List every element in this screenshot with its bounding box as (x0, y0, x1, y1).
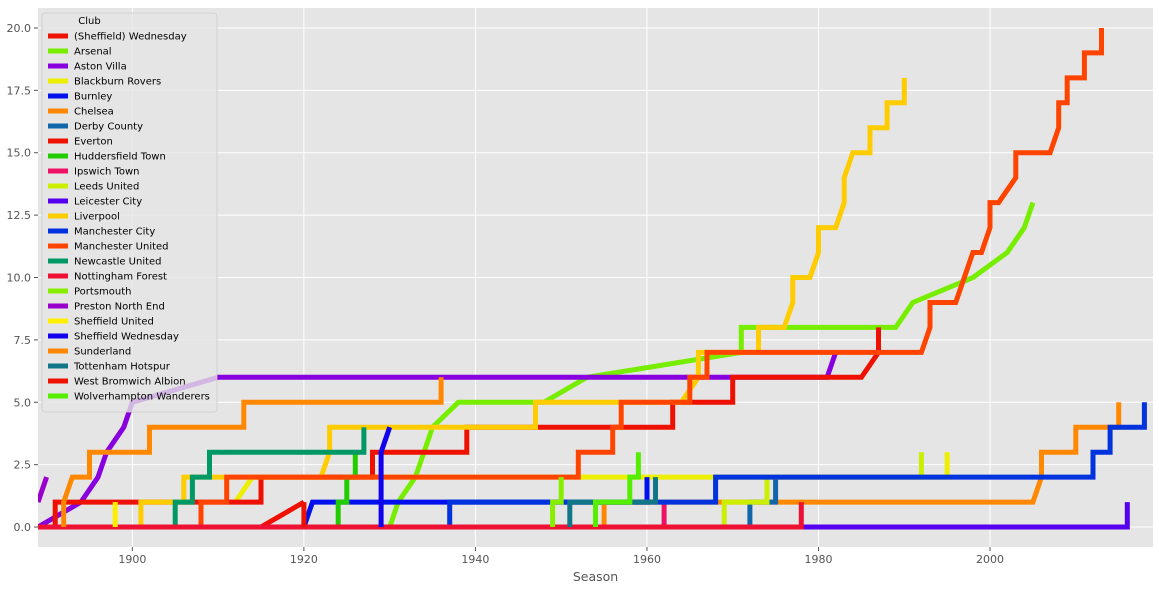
legend-label: (Sheffield) Wednesday (74, 32, 187, 43)
y-tick-label: 10.0 (7, 272, 32, 285)
series-line-1 (387, 201, 1036, 528)
legend-label: Leicester City (74, 197, 142, 208)
legend-label: Manchester United (74, 242, 169, 253)
series-line-12 (138, 77, 907, 527)
legend-label: West Bromwich Albion (74, 377, 186, 388)
axes: 1900 1920 1940 1960 1980 2000 0.0 2.5 5.0 7.5 10.0… (7, 22, 1005, 566)
legend-label: Arsenal (74, 47, 112, 58)
y-tick-label: 20.0 (7, 22, 32, 35)
series-line-15 (172, 427, 367, 527)
x-tick-label: 1980 (805, 553, 833, 566)
series-line-8 (335, 452, 358, 527)
y-tick-label: 17.5 (7, 84, 32, 97)
series-line-0 (259, 499, 306, 530)
series-line-18 (38, 476, 49, 503)
legend-title: Club (78, 16, 100, 27)
legend-label: Manchester City (74, 227, 155, 238)
legend-label: Sheffield United (74, 317, 154, 328)
x-tick-label: 1920 (290, 553, 318, 566)
x-tick-label: 1960 (633, 553, 661, 566)
legend-label: Newcastle United (74, 257, 162, 268)
legend-label: Sheffield Wednesday (74, 332, 179, 343)
series-line-2 (38, 351, 839, 530)
series-line-16 (38, 502, 804, 530)
series-line-21 (61, 377, 444, 527)
legend-label: Tottenham Hotspur (73, 362, 171, 373)
y-tick-label: 12.5 (7, 209, 32, 222)
y-tick-label: 7.5 (14, 334, 32, 347)
legend: Club (Sheffield) Wednesday Arsenal Aston Vi… (41, 12, 218, 413)
series-line-20 (378, 426, 393, 527)
series-layer (38, 28, 1147, 530)
series-line-17 (550, 477, 564, 527)
legend-label: Aston Villa (74, 62, 127, 73)
series-line-24 (593, 452, 641, 527)
x-tick-label: 1900 (118, 553, 146, 566)
series-line-10 (721, 452, 924, 527)
legend-label: Blackburn Rovers (74, 77, 161, 88)
legend-label: Everton (74, 137, 113, 148)
x-tick-label: 2000 (976, 553, 1004, 566)
y-tick-label: 0.0 (14, 521, 32, 534)
x-tick-label: 1940 (461, 553, 489, 566)
series-line-3 (233, 452, 950, 504)
legend-label: Portsmouth (74, 287, 132, 298)
y-tick-label: 2.5 (14, 459, 32, 472)
y-tick-label: 5.0 (14, 396, 32, 409)
legend-label: Preston North End (74, 302, 165, 313)
legend-label: Sunderland (74, 347, 131, 358)
legend-label: Burnley (74, 92, 112, 103)
legend-label: Liverpool (74, 212, 120, 223)
legend-label: Huddersfield Town (74, 152, 166, 163)
legend-label: Chelsea (74, 107, 114, 118)
legend-label: Nottingham Forest (74, 272, 167, 283)
series-line-14 (198, 28, 1104, 527)
x-axis-title: Season (573, 569, 618, 584)
legend-label: Derby County (74, 122, 143, 133)
legend-label: Ipswich Town (74, 167, 140, 178)
y-tick-label: 15.0 (7, 147, 32, 160)
legend-label: Wolverhampton Wanderers (74, 392, 210, 403)
legend-label: Leeds United (74, 182, 139, 193)
legend-box (41, 12, 218, 413)
